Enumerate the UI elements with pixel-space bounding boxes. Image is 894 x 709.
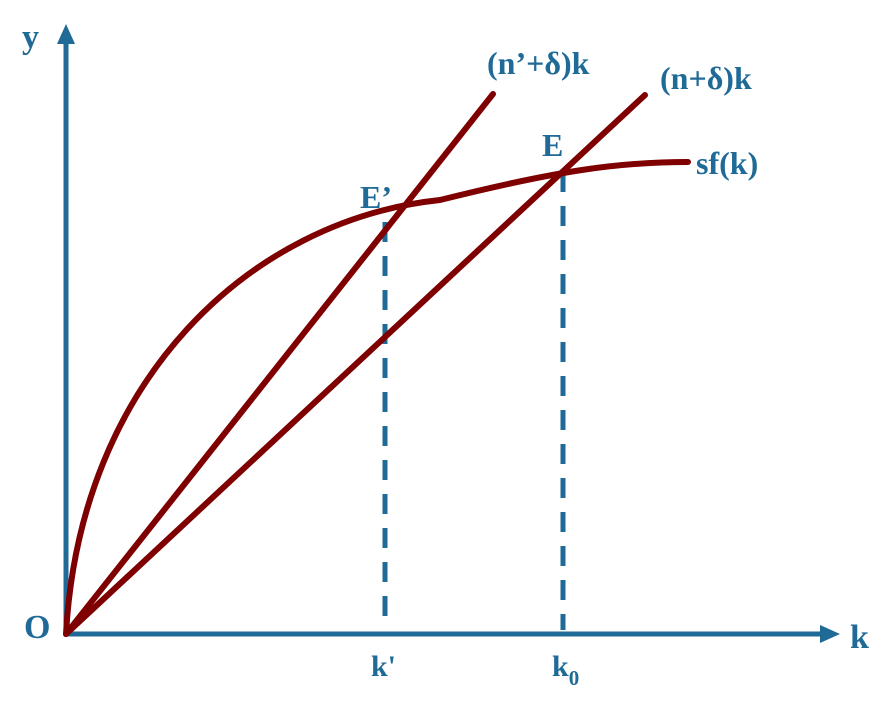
k-prime-tick-label: k'	[371, 650, 396, 683]
origin-label: O	[24, 609, 50, 646]
k0-tick-base: k	[552, 650, 569, 683]
e-prime-label: E’	[360, 179, 392, 215]
n-delta-k-line	[63, 92, 648, 637]
n-prime-delta-k-label: (n’+δ)k	[487, 45, 590, 81]
e-label: E	[542, 127, 563, 163]
x-axis-label: k	[850, 619, 869, 656]
y-axis-label: y	[22, 19, 39, 56]
k0-tick-label: k0	[552, 650, 579, 690]
k0-tick-subscript: 0	[569, 666, 580, 690]
n-delta-k-label: (n+δ)k	[660, 60, 752, 96]
sf-k-label: sf(k)	[696, 145, 758, 181]
y-axis-arrowhead	[57, 24, 75, 44]
n-prime-delta-k-line	[63, 91, 496, 637]
x-axis-arrowhead	[820, 625, 840, 643]
sf-k-curve	[63, 159, 691, 637]
